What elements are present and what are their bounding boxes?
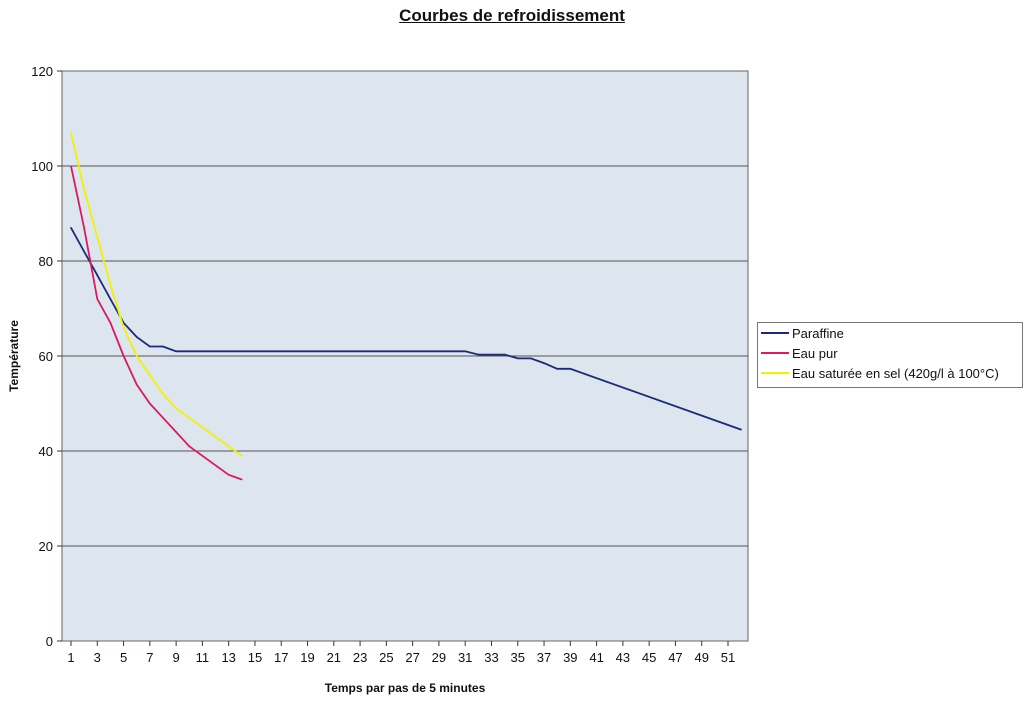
- x-tick-label: 19: [300, 650, 314, 665]
- y-tick-label: 20: [39, 539, 53, 554]
- x-tick-label: 41: [589, 650, 603, 665]
- legend-label: Paraffine: [792, 325, 844, 341]
- x-tick-label: 27: [405, 650, 419, 665]
- data-point: [530, 357, 532, 360]
- data-point: [135, 383, 138, 386]
- legend-swatch: [761, 372, 789, 374]
- data-point: [122, 326, 125, 329]
- x-tick-label: 29: [432, 650, 446, 665]
- data-point: [162, 416, 164, 419]
- data-point: [214, 464, 217, 467]
- legend-swatch: [761, 352, 789, 354]
- y-tick-label: 120: [31, 64, 53, 79]
- legend-item: Paraffine: [758, 323, 1022, 343]
- x-tick-label: 51: [721, 650, 735, 665]
- data-point: [109, 283, 112, 286]
- data-point: [83, 250, 85, 253]
- data-point: [241, 454, 243, 457]
- data-point: [175, 431, 177, 433]
- legend-swatch: [761, 332, 789, 334]
- y-tick-label: 40: [39, 444, 53, 459]
- data-point: [96, 236, 99, 239]
- y-tick-label: 60: [39, 349, 53, 364]
- data-point: [464, 350, 467, 353]
- data-point: [135, 336, 138, 338]
- data-point: [740, 428, 742, 431]
- data-point: [201, 454, 204, 457]
- data-point: [503, 353, 506, 356]
- data-point: [175, 350, 177, 353]
- x-tick-label: 15: [248, 650, 262, 665]
- x-tick-label: 23: [353, 650, 367, 665]
- data-point: [70, 165, 72, 167]
- data-point: [227, 473, 230, 476]
- x-axis-label: Temps par pas de 5 minutes: [325, 681, 486, 695]
- y-axis-label: Température: [7, 320, 21, 392]
- data-point: [109, 321, 112, 324]
- data-point: [70, 226, 72, 229]
- legend-item: Eau saturée en sel (420g/l à 100°C): [758, 363, 1022, 383]
- y-tick-label: 80: [39, 254, 53, 269]
- x-tick-label: 5: [120, 650, 127, 665]
- x-tick-label: 45: [642, 650, 656, 665]
- x-tick-label: 13: [221, 650, 235, 665]
- chart-title: Courbes de refroidissement: [399, 6, 625, 25]
- data-point: [162, 393, 164, 395]
- data-point: [188, 350, 191, 353]
- data-point: [241, 478, 243, 481]
- data-point: [516, 357, 519, 360]
- x-tick-label: 11: [196, 650, 210, 665]
- y-tick-label: 100: [31, 159, 53, 174]
- x-tick-label: 17: [274, 650, 288, 665]
- data-point: [569, 368, 572, 370]
- x-tick-label: 3: [94, 650, 101, 665]
- data-point: [70, 131, 72, 134]
- x-tick-label: 9: [173, 650, 180, 665]
- data-point: [96, 298, 99, 300]
- data-point: [149, 345, 151, 348]
- x-tick-label: 7: [146, 650, 153, 665]
- series-line-1: [70, 165, 243, 481]
- data-point: [175, 407, 177, 410]
- data-point: [188, 416, 191, 419]
- data-point: [135, 355, 138, 357]
- legend: Paraffine Eau pur Eau saturée en sel (420g…: [757, 322, 1023, 388]
- data-point: [109, 298, 112, 300]
- legend-item: Eau pur: [758, 343, 1022, 363]
- x-tick-label: 39: [563, 650, 577, 665]
- data-point: [96, 274, 99, 277]
- x-tick-label: 37: [537, 650, 551, 665]
- x-tick-label: 33: [484, 650, 498, 665]
- data-point: [201, 426, 204, 429]
- x-tick-label: 25: [379, 650, 393, 665]
- y-tick-label: 0: [46, 634, 53, 649]
- x-tick-label: 35: [511, 650, 525, 665]
- x-tick-label: 21: [327, 650, 341, 665]
- data-point: [556, 368, 558, 370]
- data-point: [477, 353, 480, 356]
- data-point: [149, 374, 151, 376]
- x-tick-label: 47: [668, 650, 682, 665]
- data-point: [162, 345, 164, 348]
- data-point: [83, 188, 85, 191]
- data-point: [214, 435, 217, 438]
- data-point: [227, 445, 230, 448]
- data-point: [543, 362, 545, 364]
- x-tick-label: 31: [458, 650, 472, 665]
- x-tick-label: 49: [694, 650, 708, 665]
- x-tick-label: 43: [616, 650, 630, 665]
- legend-label: Eau saturée en sel (420g/l à 100°C): [792, 365, 999, 381]
- data-point: [188, 445, 191, 448]
- legend-label: Eau pur: [792, 345, 838, 361]
- data-point: [83, 226, 85, 229]
- data-point: [149, 402, 151, 405]
- data-point: [122, 355, 125, 357]
- series-line-2: [70, 132, 243, 457]
- x-tick-label: 1: [67, 650, 74, 665]
